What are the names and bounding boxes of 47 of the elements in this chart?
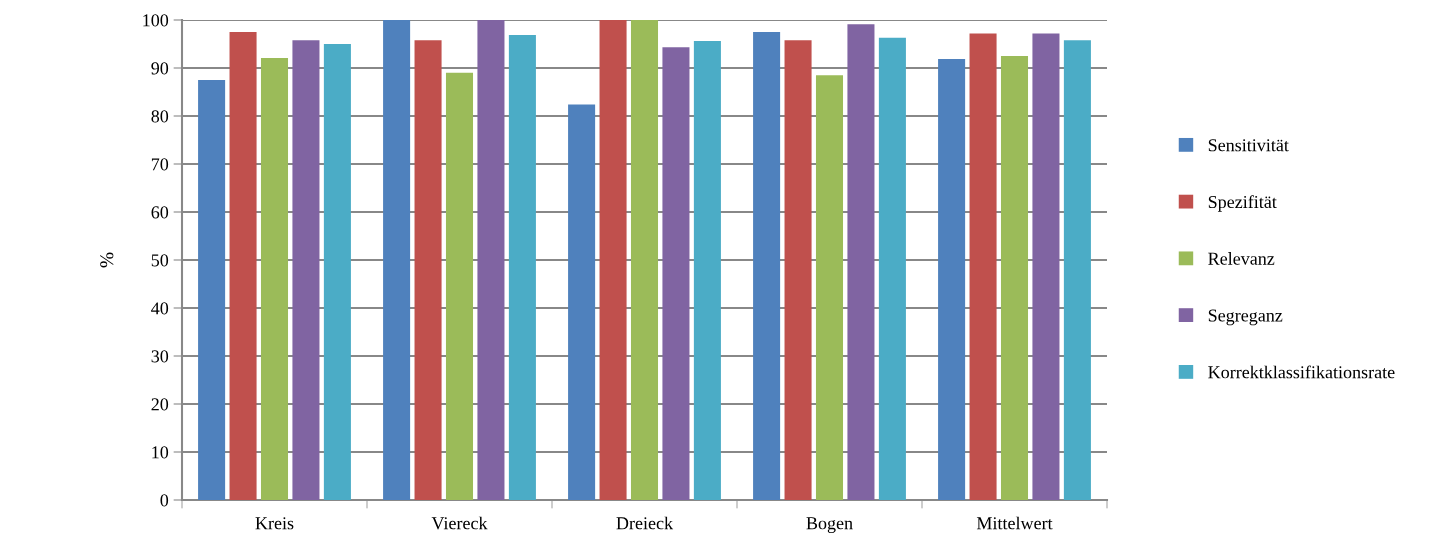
bar [229,32,257,500]
bar [383,20,411,500]
bar [323,44,351,500]
bar [969,33,997,500]
y-tick-label: 60 [151,206,169,219]
bar [414,40,442,500]
legend-label: Spezifität [1208,195,1277,212]
legend-label: Segreganz [1208,309,1283,326]
bar [1000,56,1029,500]
y-tick-label: 10 [152,446,169,459]
bar [508,34,536,500]
y-tick-label: 100 [143,14,169,27]
y-tick-label: 50 [151,254,169,267]
bar [568,104,596,500]
x-tick-label: Viereck [431,516,488,530]
bar [1063,40,1091,500]
bar [260,57,289,500]
y-tick-label: 30 [151,350,169,363]
x-tick-label: Mittelwert [976,516,1053,530]
bar [198,80,226,500]
bar [784,40,812,500]
legend-label: Sensitivität [1208,139,1289,152]
x-tick-label: Kreis [255,517,294,530]
bar [292,40,320,500]
bar [662,47,690,500]
bar [693,41,721,500]
bar [630,20,659,500]
bar [477,20,505,500]
y-tick-label: 80 [151,110,169,123]
legend-label: Korrektklassifikationsrate [1208,365,1395,379]
y-tick-label: 40 [151,302,169,315]
y-tick-label: 70 [151,158,169,171]
bar [599,20,627,500]
bar [445,72,474,500]
y-tick-label: 90 [151,62,169,75]
y-tick-label: 20 [151,398,169,411]
legend-label: Relevanz [1208,252,1275,265]
x-tick-label: Dreieck [616,516,674,530]
bar [878,37,906,500]
bar [847,24,875,500]
bar [1032,33,1060,500]
y-axis-title: % [100,252,114,268]
bar [753,32,781,500]
bar [815,75,844,500]
y-tick-label: 0 [160,494,169,507]
x-tick-label: Bogen [806,517,853,534]
bar [938,58,966,500]
